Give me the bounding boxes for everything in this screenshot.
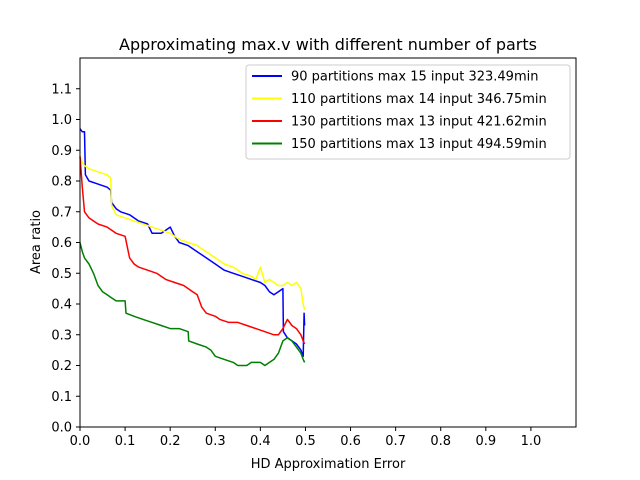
series-line-4 (79, 242, 306, 367)
chart-title: Approximating max.v with different numbe… (119, 35, 537, 54)
y-tick-label: 0.4 (51, 298, 72, 313)
y-tick-label: 1.0 (51, 113, 72, 128)
legend-label: 110 partitions max 14 input 346.75min (291, 92, 547, 107)
x-tick-label: 0.4 (250, 434, 271, 449)
x-tick-label: 0.9 (475, 434, 496, 449)
y-tick-label: 0.9 (51, 144, 72, 159)
y-tick-label: 0.5 (51, 267, 72, 282)
x-axis-label: HD Approximation Error (251, 457, 406, 472)
y-axis-label: Area ratio (29, 210, 44, 274)
y-tick-label: 0.7 (51, 205, 72, 220)
x-tick-label: 0.2 (160, 434, 181, 449)
x-tick-label: 0.1 (115, 434, 136, 449)
y-tick-label: 0.8 (51, 175, 72, 190)
x-tick-label: 0.5 (295, 434, 316, 449)
legend: 90 partitions max 15 input 323.49min 110 … (245, 64, 571, 160)
series-line-1 (79, 128, 306, 358)
legend-label: 130 partitions max 13 input 421.62min (291, 115, 547, 130)
y-tick-label: 1.1 (51, 82, 72, 97)
y-tick-label: 0.6 (51, 236, 72, 251)
legend-label: 150 partitions max 13 input 494.59min (291, 137, 547, 152)
axes-layer: 0.0 0.1 0.2 0.3 0.4 0.5 0.6 0.7 0.8 0.9 1.0 0.0 0.1 0… (51, 57, 577, 449)
series-layer (79, 128, 306, 367)
x-tick-label: 0.0 (70, 434, 91, 449)
y-tick-label: 0.2 (51, 359, 72, 374)
legend-label: 90 partitions max 15 input 323.49min (291, 70, 538, 85)
series-line-2 (79, 156, 306, 311)
legend-box (245, 64, 571, 160)
x-tick-label: 0.8 (430, 434, 451, 449)
series-line-3 (79, 156, 306, 345)
x-tick-label: 0.3 (205, 434, 226, 449)
x-tick-label: 0.6 (340, 434, 361, 449)
x-tick-label: 1.0 (521, 434, 542, 449)
y-tick-label: 0.0 (51, 421, 72, 436)
x-tick-label: 0.7 (385, 434, 406, 449)
y-tick-label: 0.1 (51, 390, 72, 405)
y-tick-label: 0.3 (51, 328, 72, 343)
